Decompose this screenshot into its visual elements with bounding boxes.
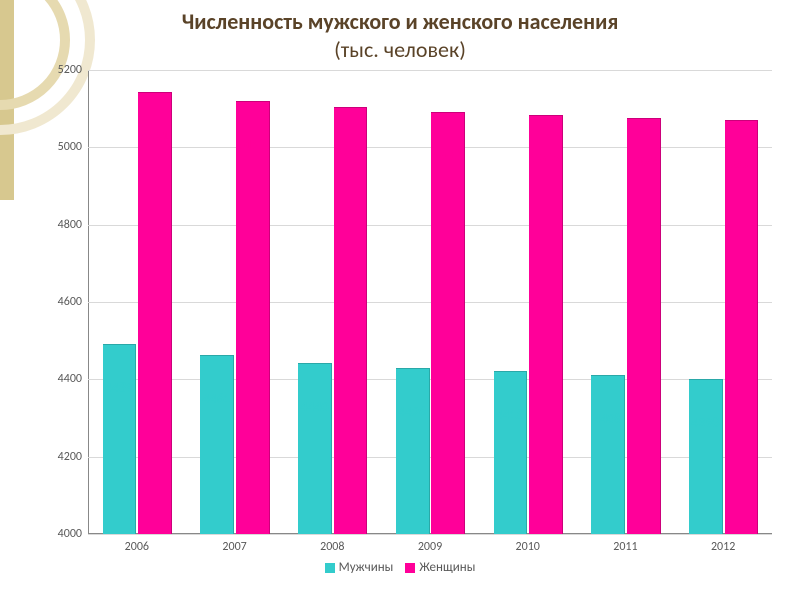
bar — [200, 355, 234, 534]
x-axis-label: 2008 — [320, 540, 344, 554]
data-label: 4461 — [203, 390, 231, 407]
bar — [725, 120, 759, 534]
chart-title: Численность мужского и женского населени… — [0, 8, 800, 63]
grid-line — [88, 379, 772, 380]
grid-line — [88, 147, 772, 148]
data-label: 4426 — [398, 403, 426, 420]
y-axis-label: 4800 — [58, 218, 88, 232]
chart-title-line1: Численность мужского и женского населени… — [0, 8, 800, 36]
legend-swatch-icon — [405, 563, 415, 573]
data-label: 5118 — [238, 136, 266, 153]
bar — [591, 375, 625, 534]
y-axis-label: 4000 — [58, 527, 88, 541]
data-label: 5082 — [531, 150, 559, 167]
y-axis-label: 5000 — [58, 140, 88, 154]
y-axis-label: 4600 — [58, 295, 88, 309]
x-axis-label: 2012 — [711, 540, 735, 554]
bar — [298, 363, 332, 534]
legend-swatch-icon — [325, 563, 335, 573]
bar — [334, 107, 368, 534]
x-axis-label: 2007 — [222, 540, 246, 554]
legend-label: Женщины — [419, 560, 475, 575]
y-axis-label: 5200 — [58, 63, 88, 77]
x-axis-label: 2011 — [613, 540, 637, 554]
legend-item: Мужчины — [325, 560, 394, 575]
data-label: 5067 — [727, 155, 755, 172]
data-label: 5073 — [629, 153, 657, 170]
bar — [396, 368, 430, 534]
chart-legend: Мужчины Женщины — [0, 560, 800, 575]
data-label: 4418 — [496, 406, 524, 423]
data-label: 5141 — [140, 127, 168, 144]
x-axis-label: 2010 — [516, 540, 540, 554]
x-axis-label: 2009 — [418, 540, 442, 554]
bar — [103, 344, 137, 534]
chart-title-line2: (тыс. человек) — [0, 36, 800, 64]
legend-item: Женщины — [405, 560, 475, 575]
grid-line — [88, 225, 772, 226]
bar-chart: 4000420044004600480050005200200644895141… — [88, 70, 772, 534]
bar — [236, 101, 270, 534]
grid-line — [88, 302, 772, 303]
data-label: 5088 — [434, 147, 462, 164]
bar — [627, 118, 661, 534]
bar — [529, 115, 563, 534]
data-label: 4408 — [593, 410, 621, 427]
data-label: 4440 — [300, 398, 328, 415]
grid-line — [88, 534, 772, 535]
legend-label: Мужчины — [339, 560, 394, 575]
bar — [494, 371, 528, 534]
bar — [689, 379, 723, 534]
data-label: 4398 — [691, 414, 719, 431]
x-axis-label: 2006 — [125, 540, 149, 554]
y-axis-label: 4200 — [58, 450, 88, 464]
y-axis-label: 4400 — [58, 372, 88, 386]
grid-line — [88, 457, 772, 458]
grid-line — [88, 70, 772, 71]
bar — [138, 92, 172, 534]
data-label: 5102 — [336, 142, 364, 159]
bar — [431, 112, 465, 534]
data-label: 4489 — [105, 379, 133, 396]
